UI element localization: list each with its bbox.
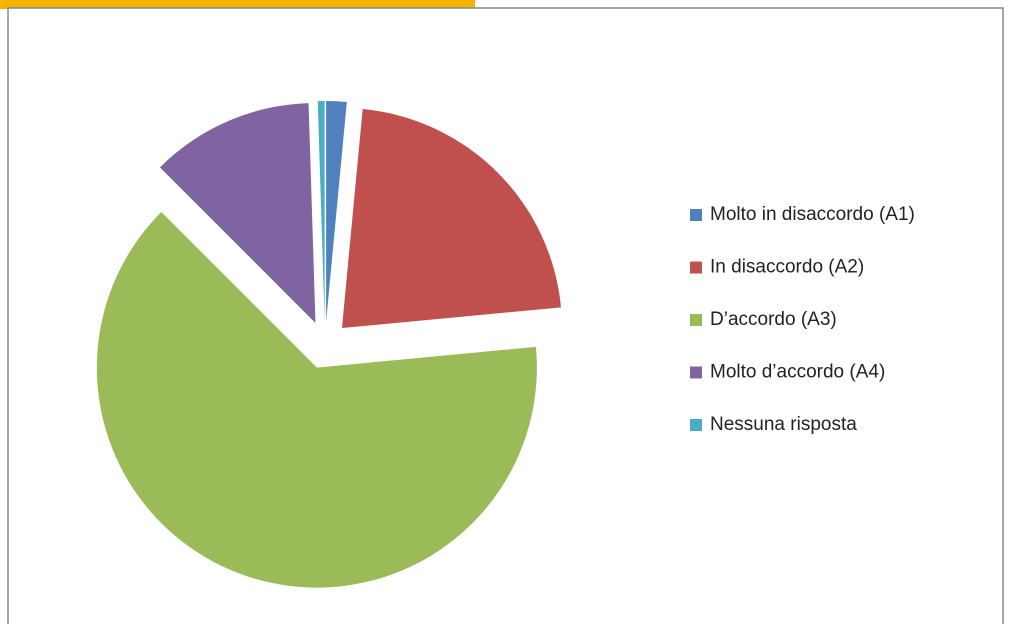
legend-swatch [690,209,702,221]
legend-swatch [690,419,702,431]
pie-slice [159,103,316,323]
legend-label: D’accordo (A3) [710,309,837,330]
pie-slice [96,212,537,588]
legend-swatch [690,366,702,379]
legend-label: Nessuna risposta [710,414,857,435]
pie-slice [326,101,347,322]
header-bar [0,0,475,9]
legend-label: Molto in disaccordo (A1) [710,204,915,225]
pie-slice [341,109,561,329]
legend-label: In disaccordo (A2) [710,257,864,278]
legend-swatch [690,314,702,326]
legend-swatch [690,261,702,274]
pie-slice [317,101,325,322]
legend-label: Molto d’accordo (A4) [710,362,885,383]
